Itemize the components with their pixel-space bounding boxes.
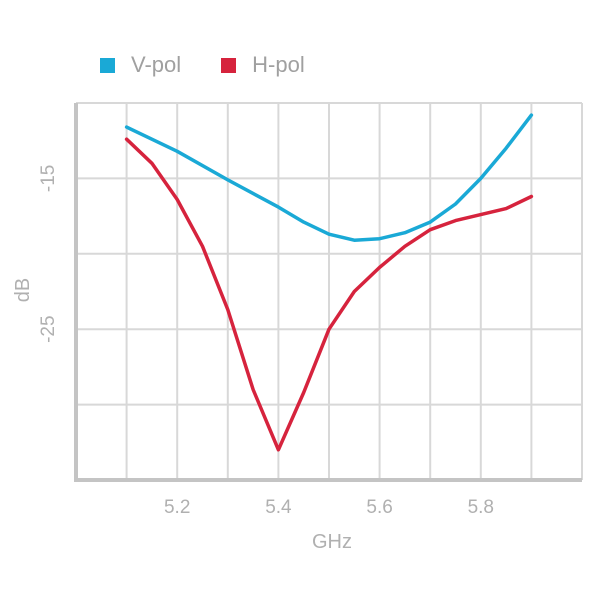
legend: V-pol H-pol	[100, 52, 345, 78]
y-tick-label: -25	[38, 315, 59, 342]
x-tick-label: 5.2	[164, 497, 190, 518]
axes	[74, 103, 582, 482]
x-tick-labels: 5.2 5.4 5.6 5.8	[164, 497, 494, 518]
x-axis-label: GHz	[312, 531, 352, 553]
x-tick-label: 5.8	[468, 497, 494, 518]
series-lines	[124, 113, 534, 452]
series-line-v-pol	[124, 113, 534, 242]
series-line-h-pol	[124, 137, 534, 452]
legend-swatch-h-pol	[221, 57, 237, 73]
y-axis-label: dB	[12, 278, 34, 302]
x-tick-label: 5.6	[366, 497, 392, 518]
grid	[75, 102, 583, 480]
legend-item-v-pol: V-pol	[100, 52, 181, 78]
x-tick-label: 5.4	[265, 497, 292, 518]
legend-label-v-pol: V-pol	[131, 52, 182, 77]
legend-item-h-pol: H-pol	[221, 52, 305, 78]
legend-swatch-v-pol	[100, 57, 115, 73]
y-tick-labels: -15 -25	[38, 165, 59, 343]
legend-label-h-pol: H-pol	[252, 52, 305, 77]
y-tick-label: -15	[38, 165, 59, 192]
